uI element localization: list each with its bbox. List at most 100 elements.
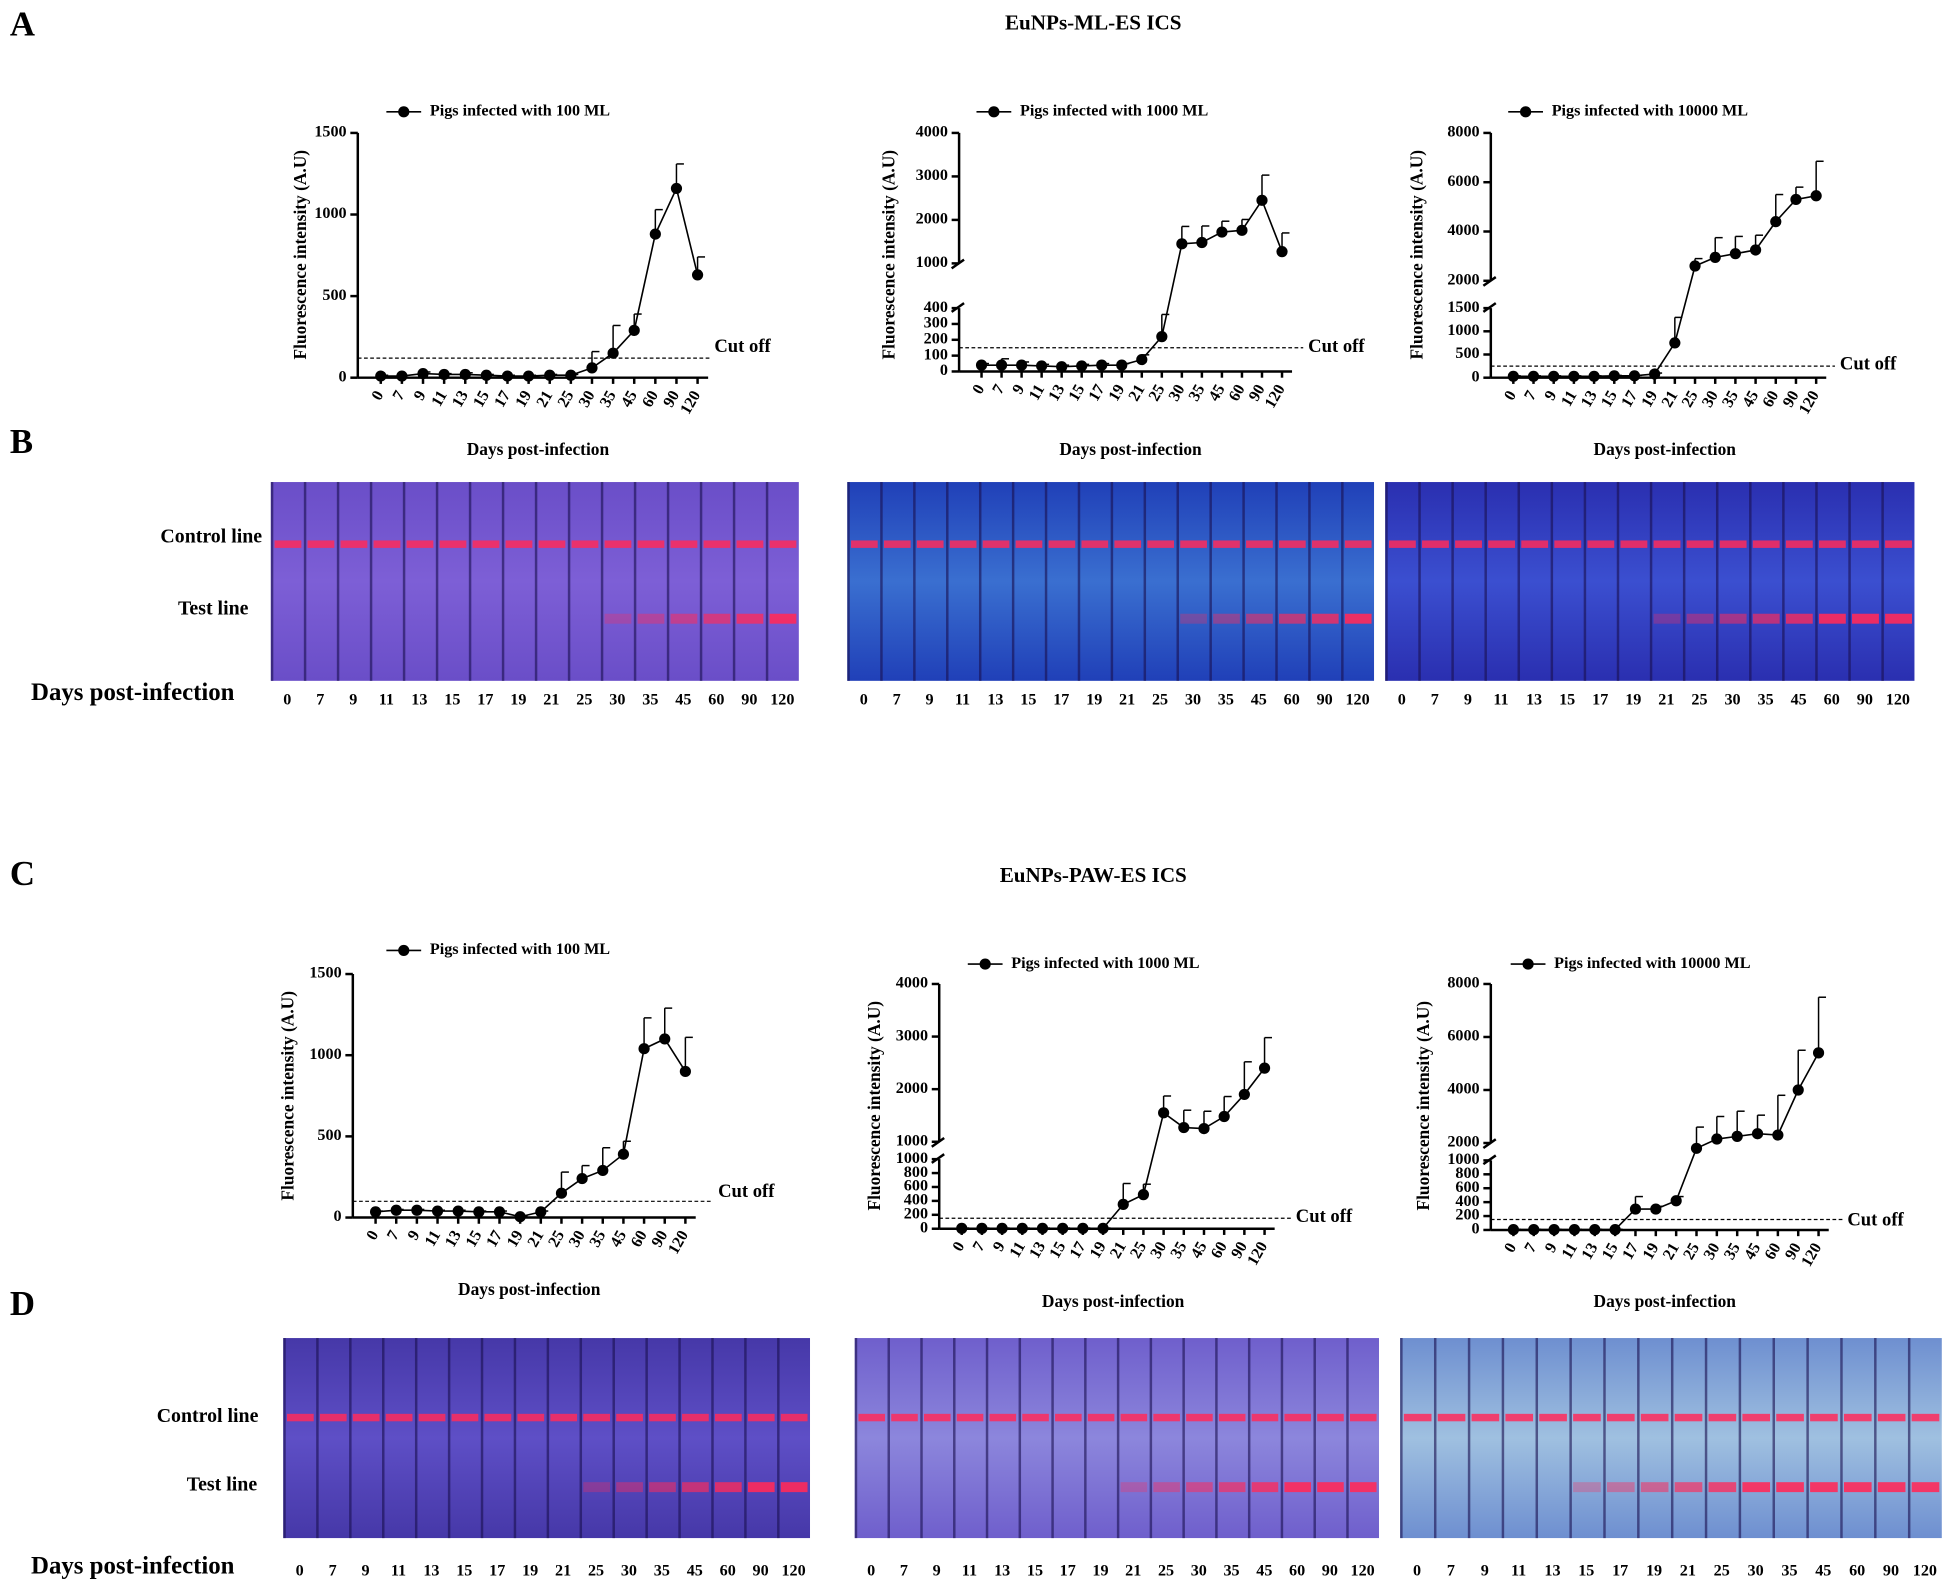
day-label: 120 [770,691,794,708]
data-point [1507,370,1519,382]
day-label: 90 [1883,1562,1899,1579]
day-label: 13 [1544,1562,1560,1579]
day-label: 17 [1612,1562,1628,1579]
day-label: 30 [621,1562,637,1579]
data-point [1810,190,1822,202]
y-tick-label: 1000 [916,254,948,271]
day-label: 17 [489,1562,505,1579]
y-tick-label: 800 [904,1164,928,1181]
day-label: 17 [1053,691,1069,708]
day-label: 15 [1578,1562,1594,1579]
control-band [1911,1413,1940,1422]
x-axis-label: Days post-infection [467,440,610,459]
axis-break [1482,1138,1497,1149]
control-band [1087,1413,1115,1422]
control-band [538,540,566,548]
data-point [638,1043,650,1055]
y-tick-label: 6000 [1447,173,1479,190]
x-tick-label: 21 [1126,382,1149,404]
data-point [1176,238,1188,250]
day-label: 60 [720,1562,736,1579]
day-label: 45 [675,691,691,708]
control-band [1539,1413,1567,1422]
test-band [1153,1482,1180,1493]
x-tick-label: 35 [1186,382,1209,404]
x-tick-label: 35 [1721,1240,1744,1262]
day-label: 11 [1493,691,1508,708]
x-tick-label: 19 [1639,388,1662,410]
day-label: 11 [391,1562,406,1579]
data-point [1790,193,1802,206]
day-label: 60 [1849,1562,1865,1579]
control-band [406,540,434,548]
day-label: 35 [1758,691,1774,708]
cutoff-label: Cut off [1840,354,1897,375]
data-point [438,368,450,381]
data-point [544,369,556,381]
day-label: 9 [349,691,357,708]
data-point [995,359,1008,371]
test-band [682,1482,709,1493]
data-point [1036,360,1048,372]
x-tick-label: 19 [1106,382,1129,404]
x-tick-label: 0 [1501,1240,1520,1255]
data-point [411,1204,423,1216]
y-tick-label: 0 [334,1208,342,1225]
day-label: 9 [1481,1562,1489,1579]
data-point [1158,1107,1170,1119]
x-tick-label: 90 [1782,1240,1805,1262]
test-band [1284,1482,1311,1493]
control-band [1686,540,1714,548]
control-band [1437,1413,1466,1422]
control-band [1742,1413,1771,1422]
x-tick-label: 13 [1578,388,1601,410]
x-tick-label: 7 [989,382,1008,397]
x-tick-label: 90 [1246,382,1269,404]
legend-marker [398,106,410,118]
day-label: 45 [1791,691,1807,708]
control-band [949,540,977,548]
test-band [780,1482,808,1493]
test-band [1653,613,1681,624]
control-band [550,1413,578,1422]
day-label: 19 [1086,691,1102,708]
control-band [1620,540,1648,548]
data-point [1036,1222,1049,1234]
x-tick-label: 0 [369,388,388,403]
data-point [1608,370,1620,382]
control-band [373,540,401,548]
control-band [769,540,797,548]
test-band [1120,1482,1148,1493]
control-band [1180,540,1207,548]
x-tick-label: 35 [1168,1239,1191,1261]
day-label: 15 [1559,691,1575,708]
control-band [1885,540,1912,548]
day-label: 120 [1351,1562,1375,1579]
y-tick-label: 0 [339,368,347,385]
x-tick-label: 21 [1107,1239,1130,1261]
y-tick-label: 2000 [1447,271,1479,288]
axis-break [950,302,965,313]
data-point [417,368,429,380]
y-tick-label: 200 [904,1206,928,1223]
data-point [480,369,492,381]
x-tick-label: 17 [1086,382,1109,404]
control-band [1606,1413,1635,1422]
x-tick-label: 25 [1146,382,1169,404]
legend-marker [1522,958,1534,970]
data-point [1016,359,1028,371]
data-point [1770,216,1782,228]
legend-label: Pigs infected with 1000 ML [1011,955,1200,972]
data-point [1568,1224,1581,1236]
day-label: 7 [900,1562,908,1579]
y-tick-label: 0 [1472,368,1480,385]
day-label: 13 [423,1562,439,1579]
control-band [571,540,599,548]
series-line [981,198,1283,368]
control-band [1843,1413,1872,1422]
test-band [1719,613,1747,624]
day-label: 7 [1431,691,1439,708]
test-band [649,1482,676,1493]
y-tick-label: 600 [1455,1179,1479,1196]
